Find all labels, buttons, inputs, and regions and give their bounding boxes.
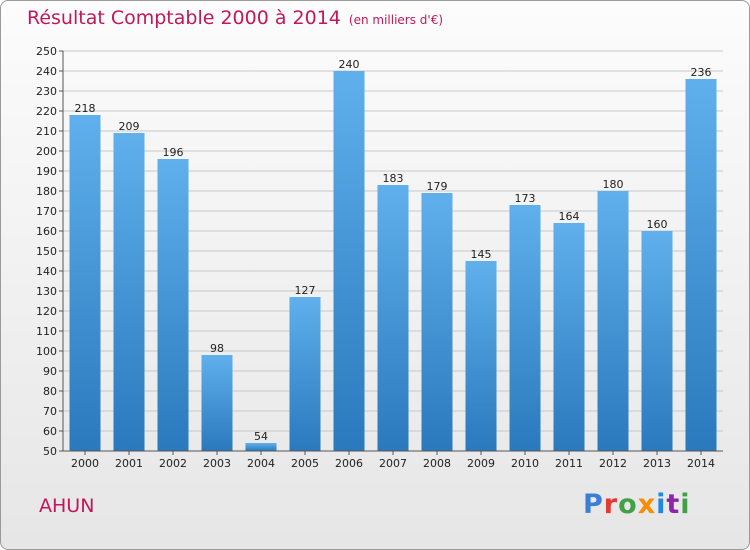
bar-2008[interactable] [421, 193, 453, 451]
data-label-2007: 183 [383, 172, 404, 185]
x-tick-label: 2014 [687, 457, 715, 470]
bars: 218 209 196 98 54 127 240 183 179 145 173 164 180 160… [69, 58, 717, 451]
x-tick-label: 2007 [379, 457, 407, 470]
x-tick-label: 2008 [423, 457, 451, 470]
x-tick-label: 2001 [115, 457, 143, 470]
chart-title: Résultat Comptable 2000 à 2014 (en millie… [27, 7, 443, 29]
data-label-2000: 218 [75, 102, 96, 115]
y-tick-label: 120 [36, 305, 57, 318]
x-tick-label: 2006 [335, 457, 363, 470]
y-tick-label: 160 [36, 225, 57, 238]
x-tick-label: 2013 [643, 457, 671, 470]
y-tick-label: 100 [36, 345, 57, 358]
x-tick-label: 2009 [467, 457, 495, 470]
bar-2012[interactable] [597, 191, 629, 451]
data-label-2010: 173 [515, 192, 536, 205]
y-tick-label: 200 [36, 145, 57, 158]
bar-2010[interactable] [509, 205, 541, 451]
y-tick-label: 130 [36, 285, 57, 298]
x-tick-label: 2002 [159, 457, 187, 470]
bar-2007[interactable] [377, 185, 409, 451]
y-tick-label: 180 [36, 185, 57, 198]
bar-2005[interactable] [289, 297, 321, 451]
data-label-2001: 209 [119, 120, 140, 133]
data-label-2006: 240 [339, 58, 360, 71]
chart-subtitle: (en milliers d'€) [348, 13, 444, 27]
commune-name: AHUN [39, 495, 95, 517]
logo-letter: r [603, 489, 619, 520]
logo-letter: i [680, 489, 691, 520]
y-tick-label: 140 [36, 265, 57, 278]
logo-letter: o [618, 489, 638, 520]
bar-2009[interactable] [465, 261, 497, 451]
x-tick-label: 2004 [247, 457, 275, 470]
title-text: Résultat Comptable 2000 à 2014 [27, 7, 341, 29]
bar-2011[interactable] [553, 223, 585, 451]
y-tick-label: 80 [43, 385, 57, 398]
axes: 50 60 70 80 90 100 110 120 130 140 150 160 170 180 190… [36, 45, 723, 470]
y-tick-label: 250 [36, 45, 57, 58]
x-tick-label: 2005 [291, 457, 319, 470]
data-label-2003: 98 [210, 342, 224, 355]
y-tick-label: 220 [36, 105, 57, 118]
y-tick-label: 110 [36, 325, 57, 338]
y-tick-label: 170 [36, 205, 57, 218]
data-label-2012: 180 [603, 178, 624, 191]
data-label-2014: 236 [691, 66, 712, 79]
data-label-2013: 160 [647, 218, 668, 231]
data-label-2011: 164 [559, 210, 580, 223]
logo-letter: x [637, 489, 657, 520]
bar-2013[interactable] [641, 231, 673, 451]
data-label-2004: 54 [254, 430, 268, 443]
x-tick-label: 2003 [203, 457, 231, 470]
bar-2004[interactable] [245, 443, 277, 451]
x-tick-label: 2011 [555, 457, 583, 470]
y-tick-label: 240 [36, 65, 57, 78]
y-tick-label: 230 [36, 85, 57, 98]
y-tick-label: 60 [43, 425, 57, 438]
data-label-2008: 179 [427, 180, 448, 193]
logo-letter: i [656, 489, 667, 520]
data-label-2002: 196 [163, 146, 184, 159]
bar-2014[interactable] [685, 79, 717, 451]
bar-2003[interactable] [201, 355, 233, 451]
bar-2006[interactable] [333, 71, 365, 451]
logo-letter: t [666, 489, 681, 520]
y-tick-label: 150 [36, 245, 57, 258]
bar-2002[interactable] [157, 159, 189, 451]
x-tick-label: 2010 [511, 457, 539, 470]
y-tick-label: 50 [43, 445, 57, 458]
y-tick-label: 90 [43, 365, 57, 378]
logo-letter: P [583, 489, 604, 520]
data-label-2005: 127 [295, 284, 316, 297]
y-tick-label: 210 [36, 125, 57, 138]
x-tick-label: 2000 [71, 457, 99, 470]
data-label-2009: 145 [471, 248, 492, 261]
y-tick-label: 190 [36, 165, 57, 178]
x-tick-label: 2012 [599, 457, 627, 470]
y-tick-label: 70 [43, 405, 57, 418]
proxiti-logo[interactable]: Proxiti [583, 489, 691, 520]
bar-2001[interactable] [113, 133, 145, 451]
bar-2000[interactable] [69, 115, 101, 451]
